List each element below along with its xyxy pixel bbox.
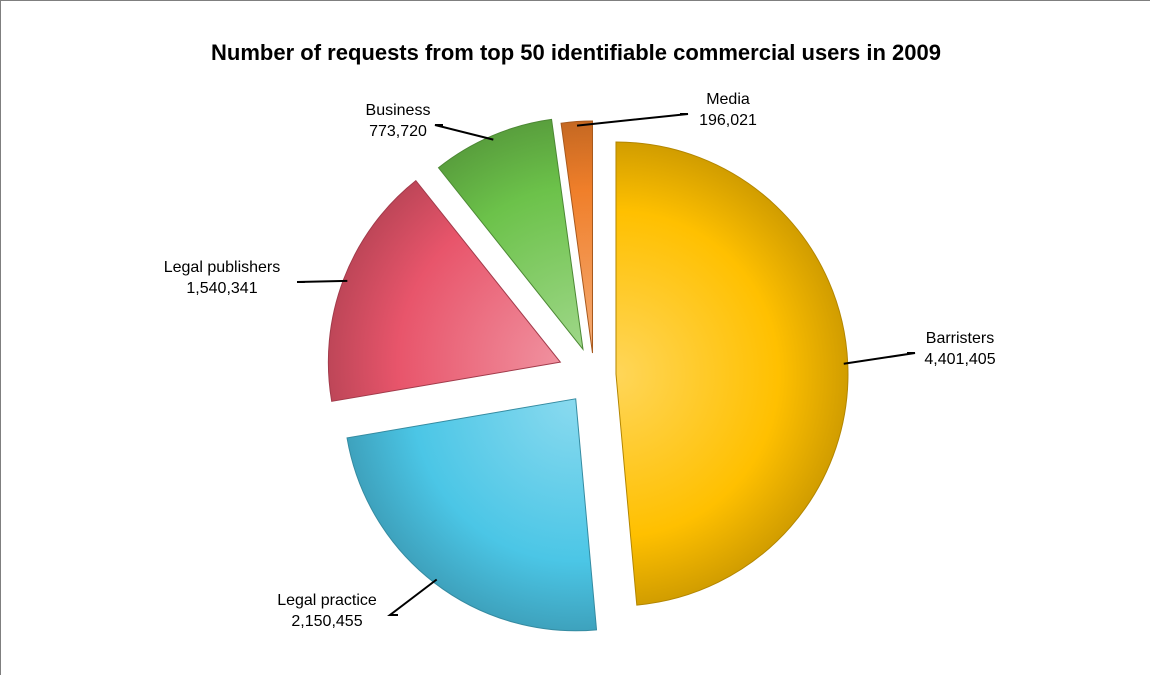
- pie-slice-legal-practice: [346, 398, 598, 632]
- data-label-value-media: 196,021: [699, 112, 757, 129]
- leader-line-legal-practice: [387, 578, 438, 616]
- leader-line-barristers: [843, 352, 916, 365]
- leader-line-business: [434, 124, 494, 141]
- chart-title: Number of requests from top 50 identifia…: [211, 40, 941, 65]
- pie-slice-legal-publishers: [327, 179, 562, 402]
- leader-line-legal-publishers: [296, 279, 348, 283]
- pie-slice-barristers: [615, 141, 849, 606]
- data-label-name-legal-publishers: Legal publishers: [164, 259, 281, 276]
- leader-line-media: [576, 113, 689, 127]
- data-label-value-legal-publishers: 1,540,341: [186, 280, 257, 297]
- pie-slice-business: [437, 118, 584, 351]
- leader-lines-layer: [296, 113, 916, 616]
- data-label-value-legal-practice: 2,150,455: [291, 613, 362, 630]
- data-label-name-barristers: Barristers: [926, 330, 994, 347]
- data-labels-layer: Barristers 4,401,405 Legal practice 2,150,4…: [164, 91, 996, 630]
- data-label-name-media: Media: [706, 91, 750, 108]
- data-label-name-legal-practice: Legal practice: [277, 592, 377, 609]
- data-label-value-barristers: 4,401,405: [924, 351, 995, 368]
- data-label-value-business: 773,720: [369, 123, 427, 140]
- slices-layer: [327, 118, 849, 632]
- pie-slice-media: [560, 120, 594, 354]
- data-label-name-business: Business: [366, 102, 431, 119]
